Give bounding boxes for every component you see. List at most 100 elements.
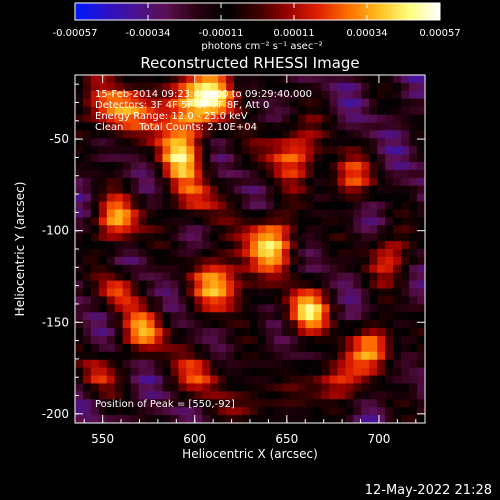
heatmap-cell [401, 336, 410, 345]
heatmap-cell [154, 130, 164, 139]
heatmap-cell [329, 138, 339, 147]
heatmap-cell [369, 367, 378, 377]
heatmap-cell [321, 75, 331, 84]
heatmap-cell [329, 272, 339, 282]
heatmap-cell [75, 193, 84, 203]
heatmap-cell [234, 122, 243, 131]
heatmap-cell [281, 241, 291, 250]
heatmap-cell [329, 154, 339, 163]
heatmap-cell [337, 154, 347, 163]
annotation-time-range: 15-Feb-2014 09:23:40.000 to 09:29:40.000 [95, 89, 312, 100]
heatmap-cell [385, 399, 394, 408]
heatmap-cell [82, 407, 92, 416]
heatmap-cell [369, 359, 378, 369]
heatmap-cell [265, 280, 275, 290]
heatmap-cell [385, 106, 394, 116]
heatmap-cell [337, 256, 347, 266]
heatmap-cell [377, 98, 386, 108]
heatmap-cell [202, 114, 211, 124]
heatmap-cell [202, 138, 211, 147]
heatmap-cell [154, 407, 164, 416]
heatmap-cell [305, 122, 315, 131]
heatmap-cell [170, 177, 179, 187]
heatmap-cell [234, 138, 243, 147]
heatmap-cell [106, 154, 116, 163]
heatmap-cell [138, 98, 148, 108]
heatmap-cell [369, 217, 378, 226]
heatmap-cell [409, 82, 418, 92]
heatmap-cell [162, 288, 172, 298]
heatmap-cell [146, 351, 156, 361]
heatmap-cell [417, 75, 425, 84]
heatmap-cell [250, 399, 259, 408]
heatmap-cell [218, 193, 227, 203]
x-tick-label: 600 [183, 432, 206, 446]
heatmap-cell [297, 264, 307, 274]
heatmap-cell [122, 82, 132, 92]
heatmap-cell [297, 98, 307, 108]
heatmap-cell [122, 399, 132, 408]
heatmap-cell [401, 296, 410, 305]
heatmap-cell [313, 114, 323, 124]
heatmap-cell [98, 90, 108, 100]
heatmap-cell [305, 256, 315, 266]
heatmap-cell [393, 320, 402, 329]
heatmap-cell [178, 272, 187, 282]
heatmap-cell [130, 146, 140, 155]
heatmap-cell [162, 391, 172, 400]
heatmap-cell [154, 106, 164, 116]
heatmap-cell [369, 114, 378, 124]
heatmap-cell [329, 328, 339, 337]
heatmap-cell [385, 296, 394, 305]
heatmap-cell [178, 375, 187, 385]
heatmap-cell [393, 154, 402, 163]
heatmap-cell [289, 241, 299, 250]
heatmap-cell [393, 138, 402, 147]
heatmap-cell [202, 264, 211, 274]
heatmap-cell [305, 399, 315, 408]
heatmap-cell [250, 146, 259, 155]
heatmap-cell [122, 217, 132, 226]
heatmap-cell [337, 383, 347, 392]
heatmap-cell [250, 383, 259, 392]
heatmap-cell [401, 320, 410, 329]
heatmap-cell [345, 122, 354, 131]
heatmap-cell [321, 154, 331, 163]
heatmap-cell [385, 320, 394, 329]
heatmap-cell [257, 415, 267, 423]
heatmap-cell [106, 280, 116, 290]
heatmap-cell [377, 241, 386, 250]
heatmap-cell [361, 201, 370, 211]
heatmap-cell [202, 75, 211, 84]
heatmap-cell [82, 90, 92, 100]
heatmap-cell [329, 367, 339, 377]
heatmap-cell [361, 75, 370, 84]
heatmap-cell [273, 256, 283, 266]
heatmap-cell [313, 296, 323, 305]
heatmap-cell [361, 138, 370, 147]
heatmap-cell [305, 359, 315, 369]
heatmap-cell [281, 98, 291, 108]
heatmap-cell [361, 233, 370, 242]
heatmap-cell [273, 336, 283, 345]
heatmap-cell [138, 249, 148, 258]
heatmap-cell [361, 217, 370, 226]
heatmap-cell [210, 320, 219, 329]
heatmap-cell [106, 415, 116, 423]
heatmap-cell [289, 154, 299, 163]
heatmap-cell [273, 351, 283, 361]
heatmap-cell [417, 256, 425, 266]
heatmap-cell [321, 415, 331, 423]
heatmap-cell [194, 114, 203, 124]
heatmap-cell [345, 217, 354, 226]
heatmap-cell [146, 82, 156, 92]
heatmap-cell [353, 336, 362, 345]
heatmap-cell [417, 367, 425, 377]
heatmap-cell [186, 233, 195, 242]
heatmap-cell [401, 154, 410, 163]
heatmap-cell [154, 391, 164, 400]
heatmap-cell [409, 217, 418, 226]
heatmap-cell [210, 209, 219, 218]
heatmap-cell [409, 328, 418, 337]
heatmap-cell [337, 209, 347, 218]
